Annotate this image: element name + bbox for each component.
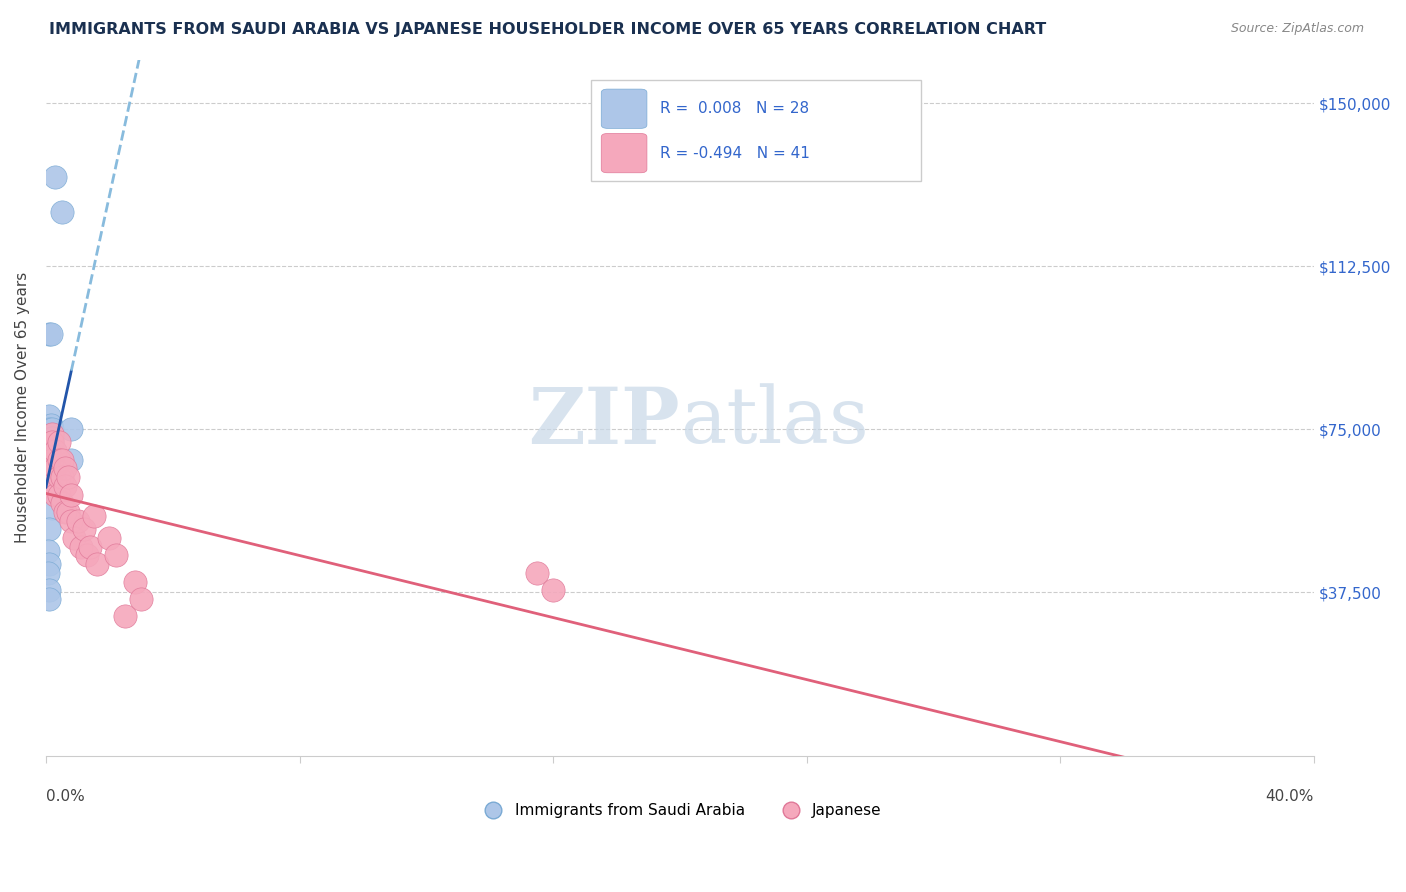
Point [83, 509, 105, 524]
Point [37, 566, 59, 580]
Point [44, 452, 66, 467]
Point [38, 522, 60, 536]
Point [37, 544, 59, 558]
Point [53, 461, 76, 475]
Point [44, 461, 66, 475]
Point [104, 549, 127, 563]
Point [38, 409, 60, 424]
Text: R = -0.494   N = 41: R = -0.494 N = 41 [659, 145, 810, 161]
Point [73, 522, 96, 536]
Point [56, 505, 79, 519]
Point [38, 422, 60, 436]
Point [60, 422, 83, 436]
Text: ZIP: ZIP [529, 384, 681, 459]
Point [39, 326, 62, 341]
Point [44, 487, 66, 501]
Point [44, 444, 66, 458]
Point [129, 591, 152, 606]
Point [41, 444, 63, 458]
Point [38, 591, 60, 606]
Point [41, 435, 63, 450]
Legend: Immigrants from Saudi Arabia, Japanese: Immigrants from Saudi Arabia, Japanese [472, 797, 887, 824]
Point [124, 574, 146, 589]
Text: atlas: atlas [681, 384, 869, 459]
Point [60, 452, 83, 467]
Point [53, 479, 76, 493]
Text: R =  0.008   N = 28: R = 0.008 N = 28 [659, 101, 808, 116]
Point [48, 461, 70, 475]
Point [51, 204, 73, 219]
Point [114, 609, 136, 624]
Point [48, 435, 70, 450]
Point [76, 549, 98, 563]
Point [51, 470, 73, 484]
Point [44, 466, 66, 480]
Point [541, 583, 564, 598]
Point [48, 487, 70, 501]
Text: 40.0%: 40.0% [1265, 789, 1313, 804]
FancyBboxPatch shape [602, 134, 647, 173]
Point [44, 444, 66, 458]
Point [38, 466, 60, 480]
Point [48, 457, 70, 471]
Point [38, 479, 60, 493]
Y-axis label: Householder Income Over 65 years: Householder Income Over 65 years [15, 272, 30, 543]
Point [51, 496, 73, 510]
Point [44, 452, 66, 467]
Point [38, 326, 60, 341]
Point [41, 500, 63, 515]
Point [66, 514, 89, 528]
FancyBboxPatch shape [602, 89, 647, 128]
Point [38, 557, 60, 571]
Point [44, 475, 66, 489]
Point [48, 470, 70, 484]
Point [41, 466, 63, 480]
Text: IMMIGRANTS FROM SAUDI ARABIA VS JAPANESE HOUSEHOLDER INCOME OVER 65 YEARS CORREL: IMMIGRANTS FROM SAUDI ARABIA VS JAPANESE… [49, 22, 1046, 37]
Point [79, 540, 101, 554]
Point [60, 487, 83, 501]
Point [44, 457, 66, 471]
Point [39, 417, 62, 432]
Point [53, 505, 76, 519]
Point [526, 566, 548, 580]
Point [63, 531, 86, 545]
Point [86, 557, 108, 571]
Point [98, 531, 121, 545]
Point [41, 431, 63, 445]
Point [69, 540, 91, 554]
FancyBboxPatch shape [591, 80, 921, 181]
Point [38, 583, 60, 598]
Point [60, 514, 83, 528]
Point [38, 444, 60, 458]
Point [41, 435, 63, 450]
Point [41, 422, 63, 436]
Point [38, 452, 60, 467]
Text: Source: ZipAtlas.com: Source: ZipAtlas.com [1230, 22, 1364, 36]
Point [56, 470, 79, 484]
Point [48, 452, 70, 467]
Text: 0.0%: 0.0% [46, 789, 84, 804]
Point [44, 169, 66, 184]
Point [51, 452, 73, 467]
Point [41, 452, 63, 467]
Point [41, 426, 63, 441]
Point [48, 452, 70, 467]
